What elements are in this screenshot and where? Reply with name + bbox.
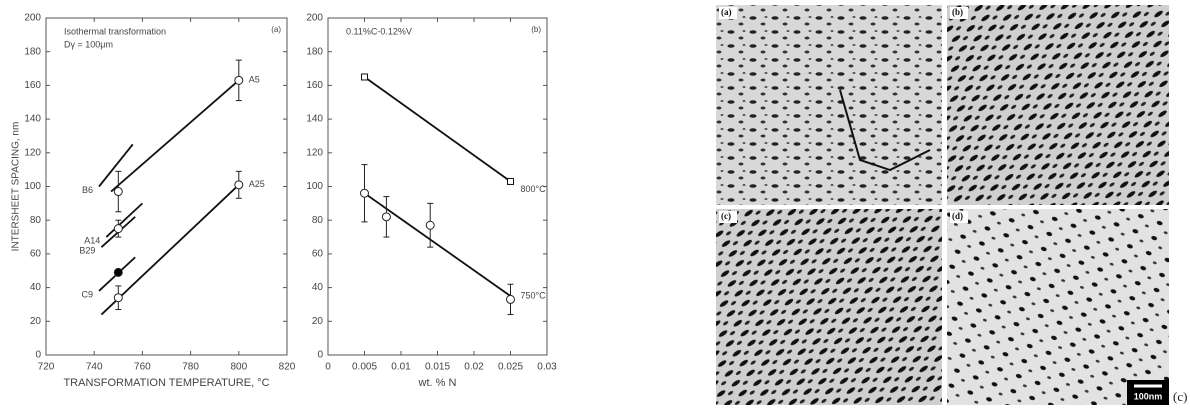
x-axis-label: wt. % N <box>418 377 457 389</box>
y-tick-label: 100 <box>306 181 323 192</box>
y-tick-label: 80 <box>312 215 324 226</box>
series-line <box>110 79 240 193</box>
x-tick-label: 0.015 <box>425 362 450 373</box>
series-line <box>363 192 512 297</box>
micrograph <box>947 5 1169 205</box>
data-point <box>234 180 244 190</box>
y-tick-label: 140 <box>24 114 41 125</box>
plot-frame <box>327 17 548 356</box>
series-label: C9 <box>82 289 94 299</box>
x-tick-label: 0 <box>325 362 331 373</box>
panel-label: (a) <box>721 7 732 17</box>
series-line <box>98 143 134 188</box>
micrograph-grid: (a) (b) (c) (d) 100nm (c) <box>716 5 1187 405</box>
panel-label: (a) <box>271 25 281 34</box>
x-tick-label: 780 <box>182 362 199 373</box>
y-axis-label: INTERSHEET SPACING, nm <box>11 122 22 252</box>
x-tick-label: 0.01 <box>391 362 411 373</box>
x-tick-label: 740 <box>86 362 103 373</box>
data-point <box>113 293 123 303</box>
annotation: Isothermal transformation <box>64 26 166 36</box>
y-tick-label: 180 <box>306 46 323 57</box>
x-tick-label: 0.03 <box>537 362 557 373</box>
panel-label: (d) <box>952 211 963 221</box>
series-label: A14 <box>84 235 100 245</box>
annotation: 0.11%C-0.12%V <box>346 26 412 36</box>
data-point <box>234 75 244 85</box>
data-point <box>506 294 515 304</box>
grain-boundary <box>839 89 931 172</box>
y-tick-label: 0 <box>317 350 323 361</box>
label-box <box>719 211 737 223</box>
panel-label: (c) <box>721 211 731 221</box>
y-tick-label: 40 <box>312 282 324 293</box>
series-line <box>363 76 512 183</box>
scale-bar-box <box>1127 380 1169 405</box>
data-point <box>360 188 369 198</box>
x-tick-label: 820 <box>279 362 296 373</box>
y-tick-label: 40 <box>30 282 42 293</box>
data-point <box>381 212 391 222</box>
x-tick-label: 0.02 <box>464 362 484 373</box>
y-tick-label: 200 <box>306 13 323 24</box>
y-tick-label: 160 <box>24 80 41 91</box>
x-tick-label: 0.005 <box>352 362 377 373</box>
y-tick-label: 20 <box>312 316 324 327</box>
label-box <box>950 7 968 19</box>
y-tick-label: 140 <box>306 114 323 125</box>
square-marker <box>361 73 368 81</box>
y-tick-label: 120 <box>24 147 41 158</box>
series-label: 750°C <box>521 290 547 300</box>
y-tick-label: 120 <box>306 147 323 158</box>
y-tick-label: 100 <box>24 181 41 192</box>
data-point <box>113 187 123 197</box>
panel-label: (b) <box>952 7 963 17</box>
annotation: Dγ = 100μm <box>64 39 113 49</box>
x-axis-label: TRANSFORMATION TEMPERATURE, °C <box>63 377 269 389</box>
label-box <box>719 7 737 19</box>
y-tick-label: 160 <box>306 80 323 91</box>
scale-bar-label: 100nm <box>1134 391 1163 401</box>
y-tick-label: 0 <box>35 350 41 361</box>
label-box <box>950 211 968 223</box>
panel-label: (b) <box>531 25 541 34</box>
series-label: A5 <box>249 75 260 85</box>
series-label: 800°C <box>521 184 547 194</box>
square-marker <box>507 177 514 185</box>
x-tick-label: 800 <box>230 362 247 373</box>
data-point <box>113 224 123 234</box>
series-line <box>105 202 144 238</box>
series-label: B29 <box>79 246 95 256</box>
y-tick-label: 20 <box>30 316 42 327</box>
data-point <box>113 267 123 277</box>
micrograph <box>716 5 942 205</box>
y-tick-label: 80 <box>30 215 42 226</box>
micrograph <box>716 209 942 405</box>
y-tick-label: 60 <box>312 249 324 260</box>
series-line <box>100 184 240 316</box>
y-tick-label: 180 <box>24 46 41 57</box>
x-tick-label: 760 <box>134 362 151 373</box>
figure-label: (c) <box>1173 389 1187 404</box>
x-tick-label: 720 <box>38 362 55 373</box>
y-tick-label: 60 <box>30 249 42 260</box>
data-point <box>425 220 435 230</box>
y-tick-label: 200 <box>24 13 41 24</box>
x-tick-label: 0.025 <box>498 362 523 373</box>
micrograph <box>947 209 1169 405</box>
series-label: A25 <box>249 179 265 189</box>
series-label: B6 <box>82 185 93 195</box>
